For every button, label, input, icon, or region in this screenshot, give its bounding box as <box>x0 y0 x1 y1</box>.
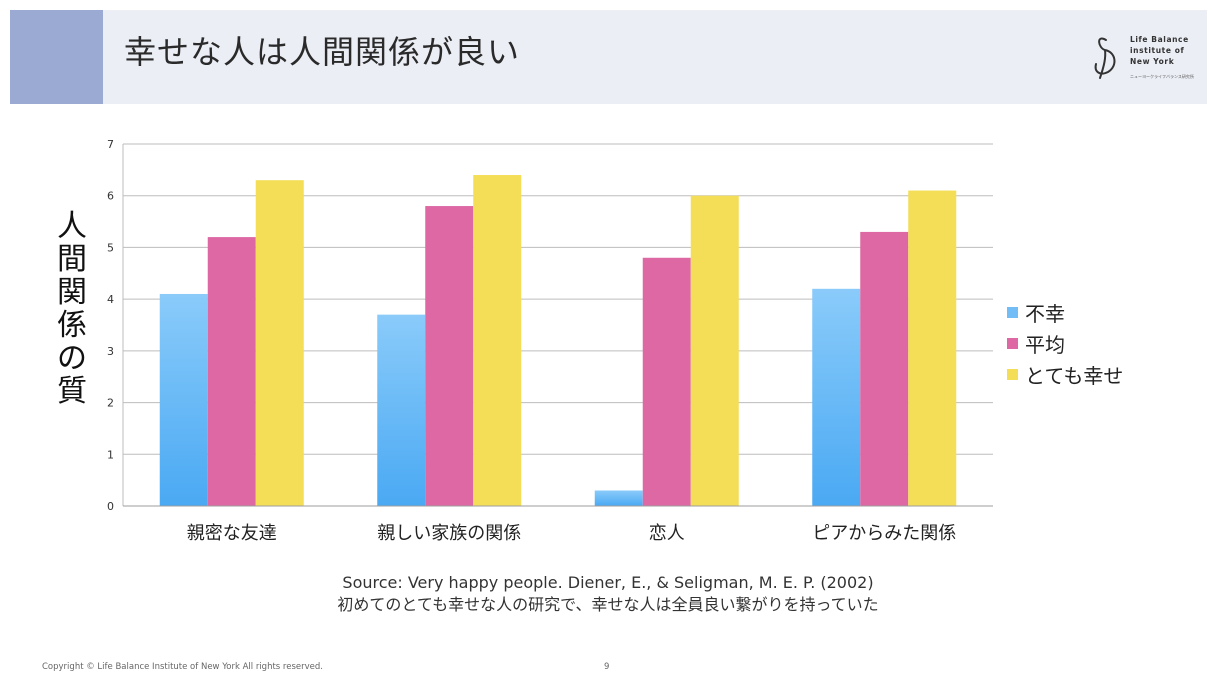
heart-logo-icon <box>1094 37 1116 79</box>
legend-item-unhappy: 不幸 <box>1007 297 1123 328</box>
logo-tagline: ニューヨークライフバランス研究所 <box>1130 74 1194 79</box>
logo: Life Balance institute of New York ニューヨー… <box>1090 32 1200 82</box>
source-line-2: 初めてのとても幸せな人の研究で、幸せな人は全員良い繋がりを持っていた <box>337 595 879 614</box>
header-accent-block <box>10 10 103 104</box>
y-tick-label: 6 <box>107 190 114 203</box>
legend-label: 平均 <box>1025 333 1065 357</box>
x-category-label: 恋人 <box>649 522 685 544</box>
source-line-1: Source: Very happy people. Diener, E., &… <box>342 573 874 592</box>
bar <box>642 257 691 506</box>
legend-item-very-happy: とても幸せ <box>1007 359 1123 390</box>
y-axis-title: 人間関係の質 <box>57 209 87 409</box>
slide-title: 幸せな人は人間関係が良い <box>124 33 521 71</box>
page-number: 9 <box>604 662 610 672</box>
bar <box>159 293 208 506</box>
legend-label: とても幸せ <box>1025 364 1124 388</box>
legend-swatch-average <box>1007 338 1018 349</box>
legend: 不幸 平均 とても幸せ <box>1007 297 1123 390</box>
y-tick-label: 3 <box>107 345 114 358</box>
bar <box>908 190 957 507</box>
footer-copyright: Copyright © Life Balance Institute of Ne… <box>42 662 323 672</box>
bar <box>207 237 256 507</box>
logo-text: Life Balance institute of New York <box>1130 35 1189 66</box>
x-category-label: 親しい家族の関係 <box>377 523 521 544</box>
header-bar <box>10 10 1207 104</box>
bar <box>473 175 522 506</box>
bar <box>425 206 474 507</box>
source-citation: Source: Very happy people. Diener, E., &… <box>258 572 958 616</box>
bar <box>860 231 909 506</box>
legend-label: 不幸 <box>1025 302 1065 326</box>
bar <box>812 288 861 506</box>
y-tick-label: 4 <box>107 293 114 306</box>
y-tick-label: 0 <box>107 500 114 513</box>
bar <box>690 195 739 506</box>
y-tick-label: 2 <box>107 397 114 410</box>
y-tick-label: 5 <box>107 241 114 254</box>
legend-swatch-very-happy <box>1007 369 1018 380</box>
y-tick-label: 7 <box>107 138 114 151</box>
bar <box>255 180 304 506</box>
y-tick-label: 1 <box>107 448 114 461</box>
x-category-label: ピアからみた関係 <box>812 523 956 544</box>
legend-item-average: 平均 <box>1007 328 1123 359</box>
legend-swatch-unhappy <box>1007 307 1018 318</box>
bar <box>377 314 426 506</box>
bar <box>594 490 643 506</box>
x-category-label: 親密な友達 <box>187 523 277 544</box>
